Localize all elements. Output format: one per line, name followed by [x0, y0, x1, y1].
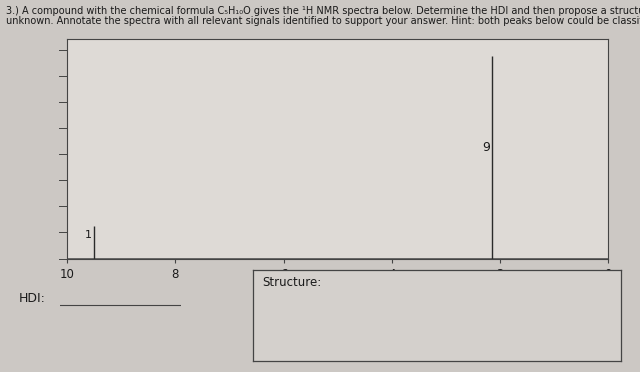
Text: unknown. Annotate the spectra with all relevant signals identified to support yo: unknown. Annotate the spectra with all r…	[6, 16, 640, 26]
Text: 9: 9	[482, 141, 490, 154]
X-axis label: PPM: PPM	[326, 283, 349, 296]
Text: Structure:: Structure:	[262, 276, 321, 289]
Text: HDI:: HDI:	[19, 292, 46, 305]
Text: 1: 1	[84, 230, 92, 240]
Text: 3.) A compound with the chemical formula C₅H₁₀O gives the ¹H NMR spectra below. : 3.) A compound with the chemical formula…	[6, 6, 640, 16]
